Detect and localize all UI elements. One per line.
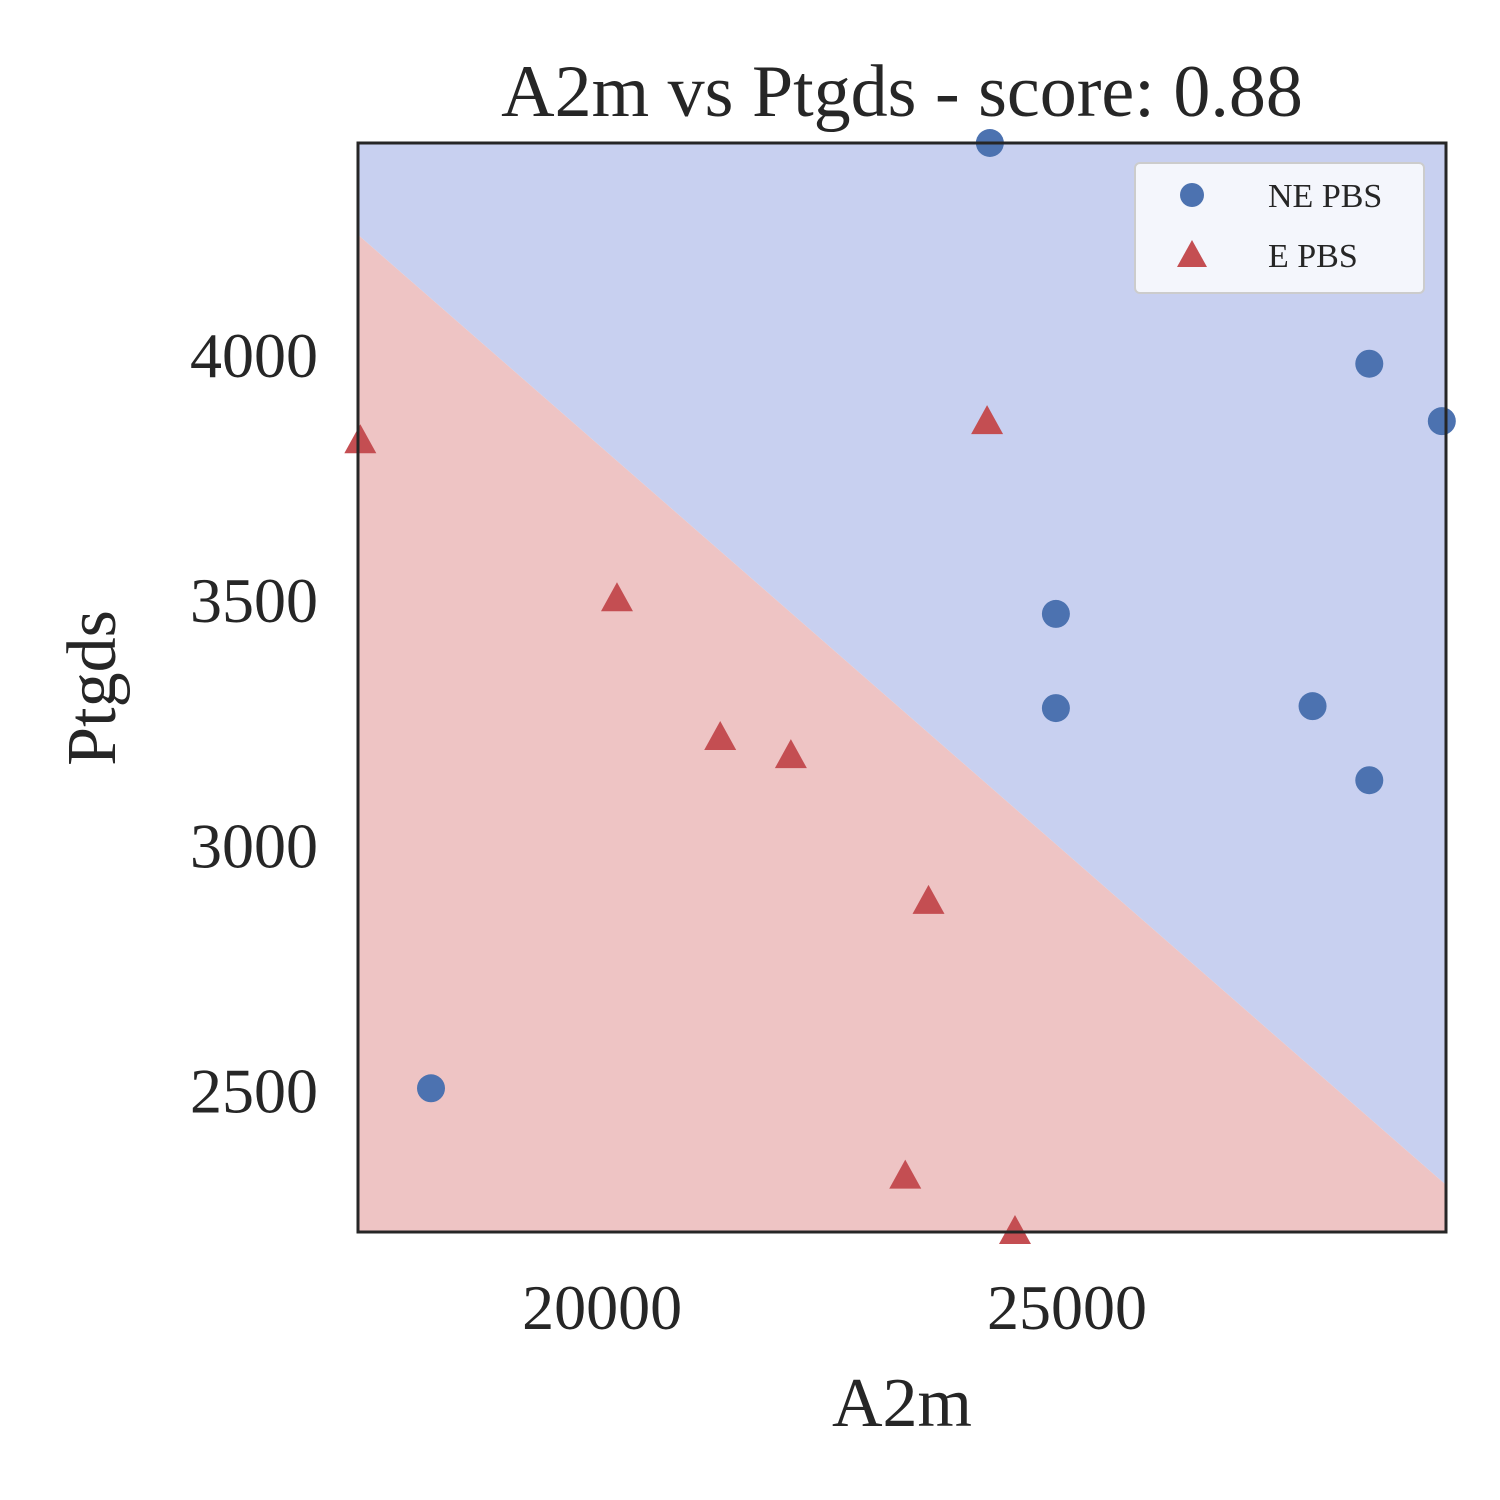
legend-marker-e-pbs bbox=[1177, 240, 1207, 267]
chart-title: A2m vs Ptgds - score: 0.88 bbox=[501, 51, 1303, 133]
y-tick-label: 3000 bbox=[190, 810, 318, 881]
data-point-ne-pbs bbox=[416, 1074, 445, 1103]
y-axis-ticks: 2500 3000 3500 4000 bbox=[190, 320, 318, 1127]
x-axis-label: A2m bbox=[832, 1365, 972, 1442]
data-point-e-pbs bbox=[971, 405, 1004, 435]
legend: NE PBS E PBS bbox=[1134, 162, 1425, 294]
y-tick-label: 4000 bbox=[190, 320, 318, 391]
decision-region-e-pbs bbox=[358, 234, 1446, 1232]
y-tick-label: 2500 bbox=[190, 1056, 318, 1127]
data-point-e-pbs bbox=[998, 1215, 1031, 1244]
data-point-e-pbs bbox=[600, 582, 633, 612]
data-point-ne-pbs bbox=[1041, 694, 1070, 723]
data-point-ne-pbs bbox=[1355, 349, 1384, 378]
data-point-e-pbs bbox=[704, 721, 737, 751]
y-axis-label: Ptgds bbox=[54, 610, 131, 766]
data-point-ne-pbs bbox=[1298, 692, 1327, 721]
data-point-e-pbs bbox=[774, 739, 807, 769]
data-point-ne-pbs bbox=[1355, 766, 1384, 795]
data-point-e-pbs bbox=[889, 1159, 922, 1189]
data-point-ne-pbs bbox=[1041, 599, 1070, 628]
legend-box bbox=[1134, 162, 1425, 294]
plot-frame bbox=[356, 141, 1448, 1234]
data-point-ne-pbs bbox=[1427, 407, 1456, 436]
legend-marker-ne-pbs bbox=[1180, 183, 1204, 207]
legend-label-e-pbs: E PBS bbox=[1268, 238, 1358, 275]
x-tick-label: 20000 bbox=[522, 1272, 682, 1343]
data-points bbox=[344, 129, 1456, 1244]
legend-label-ne-pbs: NE PBS bbox=[1268, 178, 1382, 215]
x-axis-ticks: 20000 25000 bbox=[522, 1272, 1147, 1343]
decision-regions bbox=[358, 143, 1446, 1232]
data-point-e-pbs bbox=[912, 884, 945, 914]
x-tick-label: 25000 bbox=[987, 1272, 1147, 1343]
y-tick-label: 3500 bbox=[190, 565, 318, 636]
data-point-e-pbs bbox=[344, 424, 377, 454]
decision-region-ne-pbs bbox=[358, 143, 1446, 1185]
